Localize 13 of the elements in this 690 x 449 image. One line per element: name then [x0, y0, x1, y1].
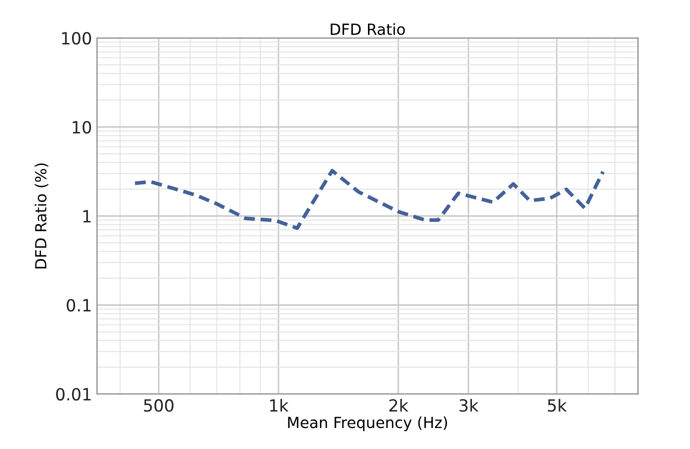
y-tick-label: 10 — [72, 120, 92, 134]
x-tick-label: 3k — [460, 398, 479, 412]
y-tick-label: 1 — [83, 210, 91, 222]
y-axis-title: DFD Ratio (%) — [34, 163, 48, 268]
x-tick-label: 500 — [144, 399, 174, 412]
x-axis-title: Mean Frequency (Hz) — [288, 416, 448, 432]
y-tick-label: 100 — [62, 32, 92, 45]
y-tick-label: 0.01 — [56, 388, 91, 401]
y-tick-label: 0.1 — [66, 298, 91, 312]
chart-title: DFD Ratio — [330, 23, 405, 36]
x-tick-label: 2k — [389, 398, 408, 412]
x-tick-label: 1k — [270, 398, 289, 412]
x-tick-label: 5k — [548, 398, 567, 412]
